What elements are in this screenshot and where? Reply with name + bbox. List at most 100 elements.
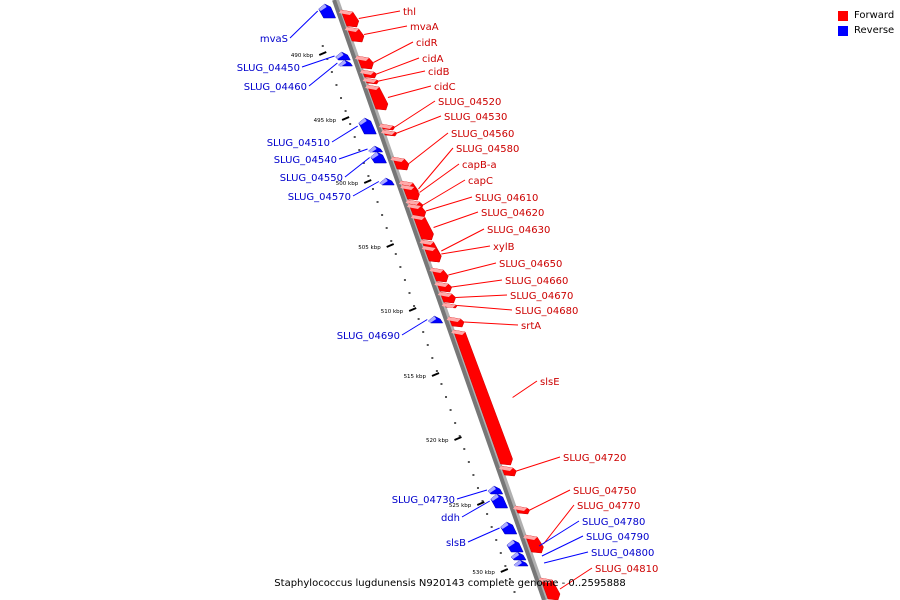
gene-label: SLUG_04690 [337,331,400,342]
label-leader [308,62,338,87]
gene-thl[interactable] [338,9,360,28]
minor-tick [321,45,324,47]
gene-highlight [354,56,369,61]
gene-slug-04770[interactable] [523,534,544,554]
gene-highlight [344,27,359,32]
legend: Forward Reverse [838,8,894,38]
minor-tick [422,331,425,333]
gene-slug-04660[interactable] [434,281,453,293]
label-leader [448,262,497,276]
gene-label: SLUG_04550 [280,173,343,184]
gene-highlight [513,560,522,567]
gene-slug-04790[interactable] [510,551,527,561]
gene-slug-04730[interactable] [487,485,504,495]
label-leader [456,489,488,500]
gene-label: capC [468,176,493,187]
gene-slug-04540[interactable] [368,145,384,153]
gene-slug-04560[interactable] [390,156,410,171]
gene-slug-04550[interactable] [370,151,387,164]
gene-xylb[interactable] [421,245,442,263]
gene-slug-04810[interactable] [538,577,561,600]
legend-reverse: Reverse [838,23,894,38]
label-leader [419,163,460,193]
gene-highlight [378,124,393,129]
label-leader [401,319,428,336]
label-leader [338,148,368,160]
gene-cidr[interactable] [354,55,374,70]
gene-highlight [451,330,466,335]
gene-label: SLUG_04540 [274,155,337,166]
gene-cidc[interactable] [365,84,389,111]
gene-highlight [365,85,380,90]
gene-slug-04510[interactable] [358,117,377,135]
gene-slug-04570[interactable] [379,177,395,186]
gene-highlight [500,522,509,529]
gene-body-reverse [318,3,337,19]
tick-layer: 490 kbp 495 kbp 500 kbp 505 kbp 510 kbp 515 k… [291,45,516,593]
gene-slse[interactable] [451,329,513,466]
gene-slug-04450[interactable] [335,51,351,61]
label-leader [289,10,319,39]
gene-slug-04690[interactable] [427,315,444,324]
minor-tick [376,201,379,203]
label-leader [455,294,508,298]
minor-tick [340,97,343,99]
gene-highlight [434,282,449,287]
gene-label: srtA [521,321,541,332]
gene-label: SLUG_04780 [582,517,645,528]
gene-highlight [318,4,327,11]
label-leader [363,25,408,35]
minor-tick [481,500,484,502]
tick-label: 495 kbp [314,118,337,124]
major-tick [500,568,509,573]
gene-mvas[interactable] [318,3,337,19]
gene-highlight [538,578,553,583]
minor-tick [413,305,416,307]
forward-swatch [838,10,848,21]
label-leader [373,41,414,63]
gene-srta[interactable] [446,316,465,328]
gene-slug-04530[interactable] [380,129,398,137]
minor-tick [381,214,384,216]
gene-highlight [368,146,377,153]
gene-mvaa[interactable] [344,26,365,43]
gene-highlight [429,268,444,273]
gene-cidb[interactable] [362,77,380,85]
gene-slug-04780[interactable] [506,539,524,553]
gene-label: SLUG_04630 [487,225,550,236]
gene-highlight [400,185,415,190]
gene-cida[interactable] [359,69,378,79]
gene-slug-04520[interactable] [378,123,396,131]
label-leader [301,55,335,68]
minor-tick [463,448,466,450]
gene-highlight [398,181,413,186]
minor-tick [403,279,406,281]
label-leader [358,10,401,19]
gene-highlight [428,316,437,323]
gene-slug-04750[interactable] [512,505,531,515]
major-tick [476,501,485,506]
gene-slug-04620[interactable] [410,214,434,241]
label-leader [516,456,561,472]
gene-slsb[interactable] [500,521,518,535]
gene-body-forward [452,329,513,466]
gene-ddh[interactable] [490,493,509,509]
gene-capb-a[interactable] [400,184,420,201]
minor-tick [454,422,457,424]
gene-highlight [410,215,425,220]
gene-highlight [362,78,377,83]
label-leader [512,380,538,398]
gene-slug-04460[interactable] [337,59,353,67]
gene-highlight [338,60,347,67]
gene-slug-04670[interactable] [437,291,456,304]
gene-highlight [498,466,513,471]
label-leader [344,157,370,178]
gene-slug-04720[interactable] [498,465,517,477]
gene-label: SLUG_04680 [515,306,578,317]
gene-highlight [359,70,374,75]
gene-highlight [358,118,367,125]
minor-tick [349,123,352,125]
gene-slug-04650[interactable] [429,267,449,283]
gene-slug-04680[interactable] [441,302,458,309]
gene-slug-04800[interactable] [513,559,529,567]
